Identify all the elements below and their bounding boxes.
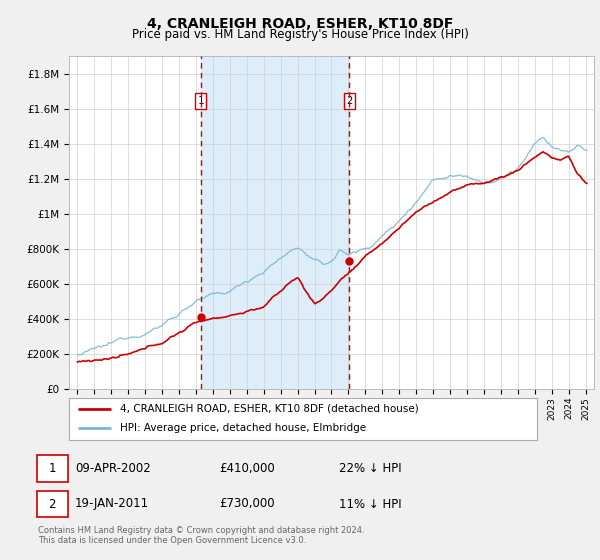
- Text: 11% ↓ HPI: 11% ↓ HPI: [339, 497, 401, 511]
- Text: This data is licensed under the Open Government Licence v3.0.: This data is licensed under the Open Gov…: [38, 536, 306, 545]
- Text: Contains HM Land Registry data © Crown copyright and database right 2024.: Contains HM Land Registry data © Crown c…: [38, 526, 364, 535]
- Text: 4, CRANLEIGH ROAD, ESHER, KT10 8DF (detached house): 4, CRANLEIGH ROAD, ESHER, KT10 8DF (deta…: [121, 404, 419, 414]
- Text: 1: 1: [49, 462, 56, 475]
- Text: 2: 2: [49, 497, 56, 511]
- Text: Price paid vs. HM Land Registry's House Price Index (HPI): Price paid vs. HM Land Registry's House …: [131, 28, 469, 41]
- Text: 2: 2: [346, 96, 352, 106]
- Text: £730,000: £730,000: [219, 497, 275, 511]
- Text: 1: 1: [197, 96, 204, 106]
- Text: HPI: Average price, detached house, Elmbridge: HPI: Average price, detached house, Elmb…: [121, 423, 367, 433]
- Text: 4, CRANLEIGH ROAD, ESHER, KT10 8DF: 4, CRANLEIGH ROAD, ESHER, KT10 8DF: [147, 16, 453, 30]
- Text: 22% ↓ HPI: 22% ↓ HPI: [339, 462, 401, 475]
- Text: £410,000: £410,000: [219, 462, 275, 475]
- Bar: [200, 56, 349, 389]
- Text: 19-JAN-2011: 19-JAN-2011: [75, 497, 149, 511]
- Text: 09-APR-2002: 09-APR-2002: [75, 462, 151, 475]
